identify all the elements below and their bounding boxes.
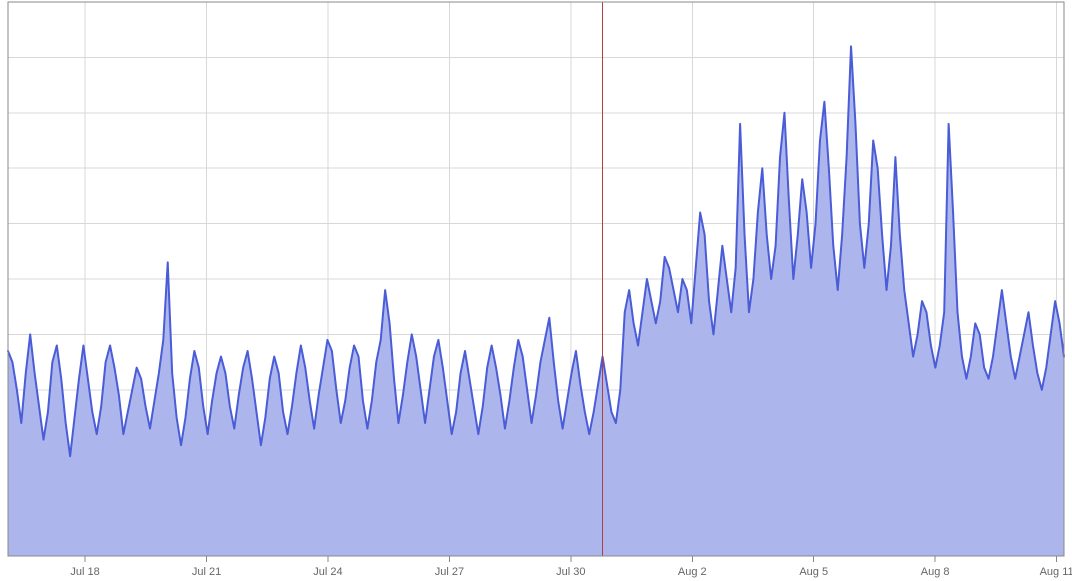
- x-axis-tick-label: Jul 24: [313, 566, 342, 578]
- x-axis-tick-label: Aug 8: [921, 566, 950, 578]
- chart-canvas: Jul 18 Jul 21 Jul 24 Jul 27 Jul 30 Aug 2 Aug 5…: [0, 0, 1072, 581]
- time-series-area-chart: Jul 18 Jul 21 Jul 24 Jul 27 Jul 30 Aug 2 Aug 5…: [0, 0, 1072, 581]
- x-axis-tick-label: Jul 21: [192, 566, 221, 578]
- x-axis-tick-label: Jul 30: [556, 566, 585, 578]
- x-axis-tick-label: Aug 5: [799, 566, 828, 578]
- x-axis-tick-label: Jul 18: [70, 566, 99, 578]
- x-axis-tick-label: Aug 11: [1040, 566, 1072, 578]
- x-axis-tick-label: Aug 2: [678, 566, 707, 578]
- x-axis-tick-label: Jul 27: [435, 566, 464, 578]
